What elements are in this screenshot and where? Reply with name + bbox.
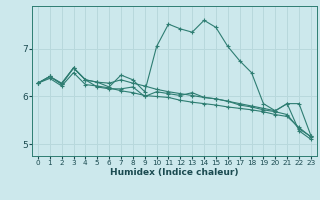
X-axis label: Humidex (Indice chaleur): Humidex (Indice chaleur) bbox=[110, 168, 239, 177]
